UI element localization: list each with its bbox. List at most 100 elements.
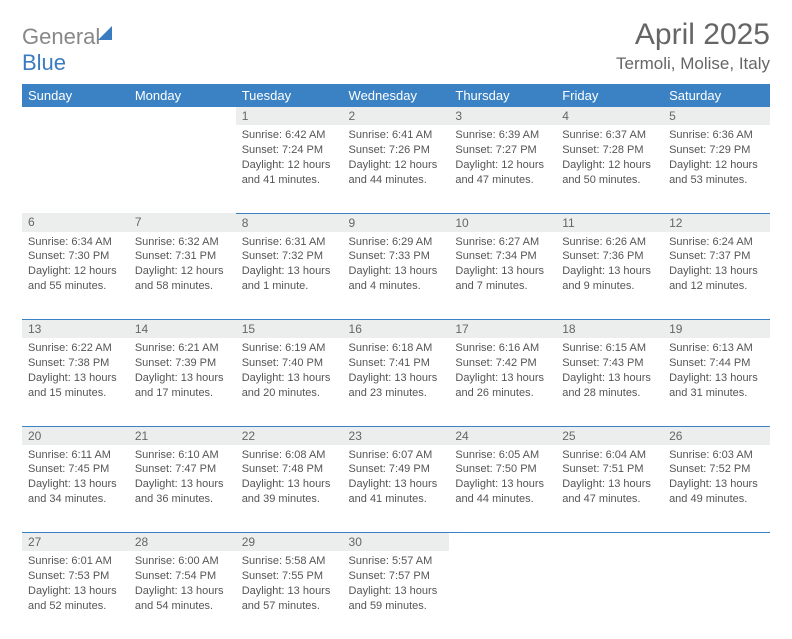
day-body: Sunrise: 6:24 AMSunset: 7:37 PMDaylight:… — [663, 232, 770, 300]
sunset: Sunset: 7:53 PM — [28, 569, 123, 584]
sunrise: Sunrise: 6:27 AM — [455, 235, 550, 250]
sunset: Sunset: 7:24 PM — [242, 143, 337, 158]
day-header: Friday — [556, 84, 663, 107]
day-cell: Sunrise: 5:57 AMSunset: 7:57 PMDaylight:… — [343, 551, 450, 639]
daylight: Daylight: 13 hours and 7 minutes. — [455, 264, 550, 294]
sunset: Sunset: 7:33 PM — [349, 249, 444, 264]
sunrise: Sunrise: 6:34 AM — [28, 235, 123, 250]
day-cell: Sunrise: 6:18 AMSunset: 7:41 PMDaylight:… — [343, 338, 450, 426]
sunset: Sunset: 7:52 PM — [669, 462, 764, 477]
day-body: Sunrise: 6:36 AMSunset: 7:29 PMDaylight:… — [663, 125, 770, 193]
logo-text-part2: Blue — [22, 50, 66, 75]
daylight: Daylight: 12 hours and 47 minutes. — [455, 158, 550, 188]
day-cell: Sunrise: 6:39 AMSunset: 7:27 PMDaylight:… — [449, 125, 556, 213]
sunset: Sunset: 7:45 PM — [28, 462, 123, 477]
day-cell: Sunrise: 6:42 AMSunset: 7:24 PMDaylight:… — [236, 125, 343, 213]
day-body: Sunrise: 6:26 AMSunset: 7:36 PMDaylight:… — [556, 232, 663, 300]
sunrise: Sunrise: 6:05 AM — [455, 448, 550, 463]
location: Termoli, Molise, Italy — [616, 54, 770, 74]
day-header: Monday — [129, 84, 236, 107]
sunset: Sunset: 7:29 PM — [669, 143, 764, 158]
sunset: Sunset: 7:51 PM — [562, 462, 657, 477]
day-body: Sunrise: 6:39 AMSunset: 7:27 PMDaylight:… — [449, 125, 556, 193]
daylight: Daylight: 13 hours and 49 minutes. — [669, 477, 764, 507]
sunrise: Sunrise: 6:24 AM — [669, 235, 764, 250]
daylight: Daylight: 13 hours and 34 minutes. — [28, 477, 123, 507]
sunrise: Sunrise: 6:41 AM — [349, 128, 444, 143]
day-number: 13 — [22, 320, 129, 339]
daylight: Daylight: 13 hours and 23 minutes. — [349, 371, 444, 401]
day-cell: Sunrise: 6:11 AMSunset: 7:45 PMDaylight:… — [22, 445, 129, 533]
daylight: Daylight: 13 hours and 26 minutes. — [455, 371, 550, 401]
day-cell: Sunrise: 6:05 AMSunset: 7:50 PMDaylight:… — [449, 445, 556, 533]
day-body: Sunrise: 6:22 AMSunset: 7:38 PMDaylight:… — [22, 338, 129, 406]
day-cell — [556, 551, 663, 639]
day-cell: Sunrise: 6:31 AMSunset: 7:32 PMDaylight:… — [236, 232, 343, 320]
daylight: Daylight: 13 hours and 41 minutes. — [349, 477, 444, 507]
sunset: Sunset: 7:50 PM — [455, 462, 550, 477]
day-number — [22, 107, 129, 125]
day-cell: Sunrise: 6:13 AMSunset: 7:44 PMDaylight:… — [663, 338, 770, 426]
sunset: Sunset: 7:47 PM — [135, 462, 230, 477]
daylight: Daylight: 13 hours and 1 minute. — [242, 264, 337, 294]
daylight: Daylight: 13 hours and 28 minutes. — [562, 371, 657, 401]
day-header: Saturday — [663, 84, 770, 107]
day-body: Sunrise: 6:16 AMSunset: 7:42 PMDaylight:… — [449, 338, 556, 406]
daylight: Daylight: 13 hours and 20 minutes. — [242, 371, 337, 401]
day-header: Sunday — [22, 84, 129, 107]
sunset: Sunset: 7:30 PM — [28, 249, 123, 264]
day-number: 19 — [663, 320, 770, 339]
day-number: 9 — [343, 213, 450, 232]
day-body: Sunrise: 6:05 AMSunset: 7:50 PMDaylight:… — [449, 445, 556, 513]
sunrise: Sunrise: 5:57 AM — [349, 554, 444, 569]
sunrise: Sunrise: 6:10 AM — [135, 448, 230, 463]
daylight: Daylight: 13 hours and 9 minutes. — [562, 264, 657, 294]
day-number: 21 — [129, 426, 236, 445]
sunset: Sunset: 7:48 PM — [242, 462, 337, 477]
daylight: Daylight: 13 hours and 44 minutes. — [455, 477, 550, 507]
day-body: Sunrise: 6:37 AMSunset: 7:28 PMDaylight:… — [556, 125, 663, 193]
day-cell — [129, 125, 236, 213]
day-body: Sunrise: 6:29 AMSunset: 7:33 PMDaylight:… — [343, 232, 450, 300]
day-number: 1 — [236, 107, 343, 125]
sunrise: Sunrise: 6:01 AM — [28, 554, 123, 569]
day-number: 30 — [343, 533, 450, 552]
day-body: Sunrise: 6:08 AMSunset: 7:48 PMDaylight:… — [236, 445, 343, 513]
day-number: 15 — [236, 320, 343, 339]
sunrise: Sunrise: 6:36 AM — [669, 128, 764, 143]
day-number: 7 — [129, 213, 236, 232]
day-body: Sunrise: 6:04 AMSunset: 7:51 PMDaylight:… — [556, 445, 663, 513]
day-cell: Sunrise: 6:34 AMSunset: 7:30 PMDaylight:… — [22, 232, 129, 320]
day-cell: Sunrise: 6:36 AMSunset: 7:29 PMDaylight:… — [663, 125, 770, 213]
day-number: 29 — [236, 533, 343, 552]
day-number: 4 — [556, 107, 663, 125]
sunrise: Sunrise: 6:16 AM — [455, 341, 550, 356]
daylight: Daylight: 13 hours and 39 minutes. — [242, 477, 337, 507]
daylight: Daylight: 13 hours and 52 minutes. — [28, 584, 123, 614]
sunset: Sunset: 7:39 PM — [135, 356, 230, 371]
sunrise: Sunrise: 6:19 AM — [242, 341, 337, 356]
daylight: Daylight: 12 hours and 50 minutes. — [562, 158, 657, 188]
calendar-body: 12345Sunrise: 6:42 AMSunset: 7:24 PMDayl… — [22, 107, 770, 639]
daylight: Daylight: 13 hours and 54 minutes. — [135, 584, 230, 614]
day-body: Sunrise: 6:07 AMSunset: 7:49 PMDaylight:… — [343, 445, 450, 513]
day-number: 14 — [129, 320, 236, 339]
day-cell: Sunrise: 6:26 AMSunset: 7:36 PMDaylight:… — [556, 232, 663, 320]
daylight: Daylight: 13 hours and 36 minutes. — [135, 477, 230, 507]
day-cell: Sunrise: 6:27 AMSunset: 7:34 PMDaylight:… — [449, 232, 556, 320]
sunrise: Sunrise: 6:32 AM — [135, 235, 230, 250]
daylight: Daylight: 13 hours and 47 minutes. — [562, 477, 657, 507]
sunset: Sunset: 7:43 PM — [562, 356, 657, 371]
sunrise: Sunrise: 6:03 AM — [669, 448, 764, 463]
sunrise: Sunrise: 6:13 AM — [669, 341, 764, 356]
day-header: Wednesday — [343, 84, 450, 107]
day-cell: Sunrise: 6:32 AMSunset: 7:31 PMDaylight:… — [129, 232, 236, 320]
sunset: Sunset: 7:57 PM — [349, 569, 444, 584]
day-body: Sunrise: 6:27 AMSunset: 7:34 PMDaylight:… — [449, 232, 556, 300]
sunrise: Sunrise: 6:39 AM — [455, 128, 550, 143]
day-cell: Sunrise: 6:08 AMSunset: 7:48 PMDaylight:… — [236, 445, 343, 533]
page-title: April 2025 — [616, 18, 770, 52]
day-body: Sunrise: 6:15 AMSunset: 7:43 PMDaylight:… — [556, 338, 663, 406]
day-body: Sunrise: 6:03 AMSunset: 7:52 PMDaylight:… — [663, 445, 770, 513]
day-body: Sunrise: 6:10 AMSunset: 7:47 PMDaylight:… — [129, 445, 236, 513]
